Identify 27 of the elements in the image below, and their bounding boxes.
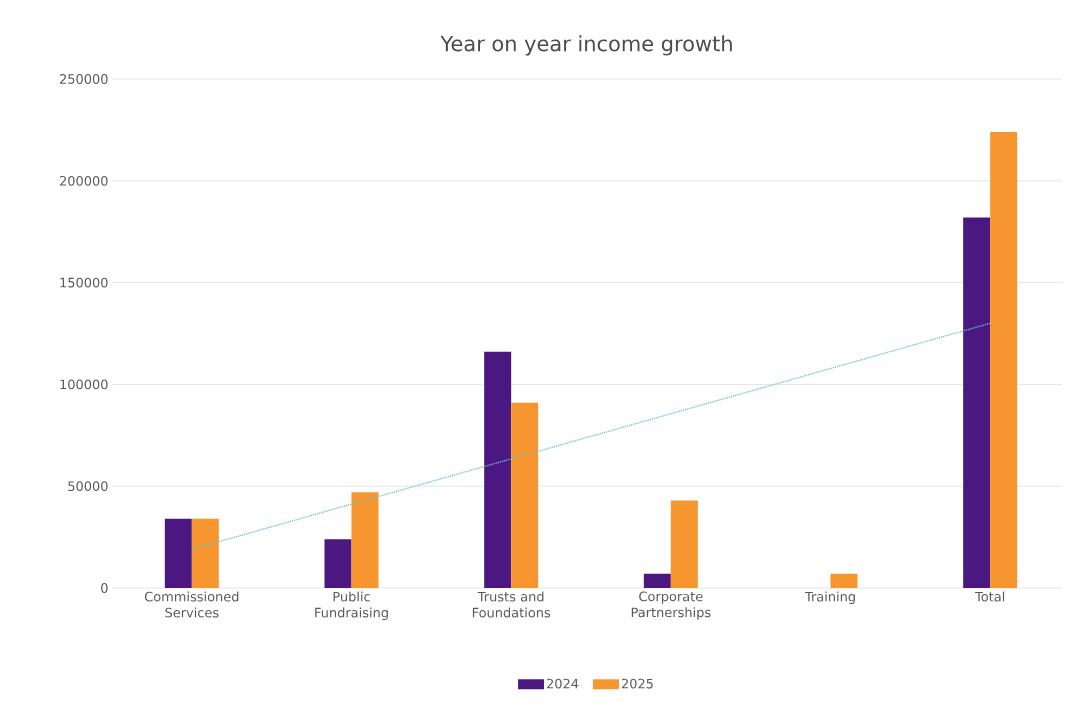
- x-tick-label: Trusts and Foundations: [472, 591, 551, 618]
- y-tick-label: 100000: [60, 379, 108, 390]
- bar: [511, 402, 539, 588]
- y-tick-label: 200000: [59, 175, 108, 186]
- y-tick-label: 150000: [60, 277, 108, 288]
- bar: [990, 131, 1018, 588]
- line-series: [191, 322, 991, 550]
- y-tick-label: 0: [101, 583, 108, 593]
- chart-title: Year on year income growth: [440, 35, 732, 56]
- bar: [830, 573, 858, 588]
- x-tick-label: Corporate Partnerships: [631, 591, 711, 620]
- bar: [164, 518, 192, 588]
- bar: [963, 217, 991, 588]
- bar: [324, 539, 352, 588]
- y-tick-label: 250000: [59, 74, 108, 84]
- x-tick-label: Total: [975, 591, 1005, 602]
- x-tick-label: Training: [804, 591, 855, 605]
- bar: [191, 518, 219, 588]
- bar: [484, 351, 512, 588]
- x-tick-label: Public Fundraising: [315, 591, 388, 620]
- x-tick-label: Commissioned Services: [144, 591, 239, 618]
- bar: [670, 500, 698, 588]
- y-tick-label: 50000: [68, 481, 108, 492]
- legend-label: 2025: [621, 678, 653, 689]
- bar: [351, 492, 379, 588]
- bar: [643, 573, 671, 588]
- legend-label: 2024: [547, 678, 579, 689]
